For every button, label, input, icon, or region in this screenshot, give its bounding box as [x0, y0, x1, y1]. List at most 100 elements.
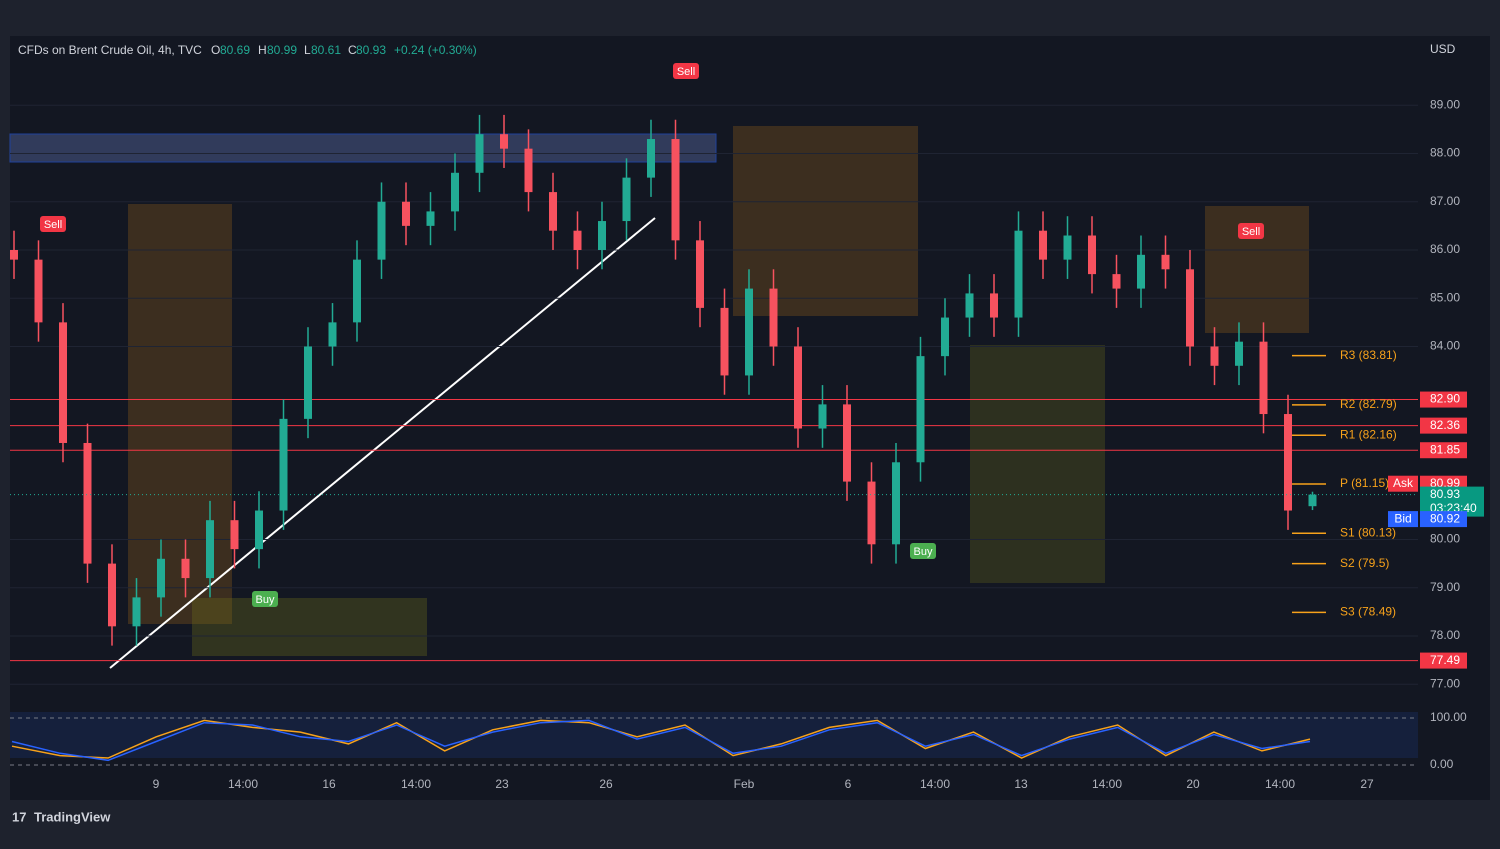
candle-body: [132, 597, 141, 627]
candle-body: [377, 201, 386, 260]
x-tick-label: 16: [322, 777, 336, 791]
signal-label: Sell: [677, 66, 695, 78]
brand-logo: 17: [12, 809, 26, 824]
candle-body: [598, 221, 606, 250]
x-tick-label: 23: [495, 777, 509, 791]
signal: Sell: [40, 216, 66, 232]
pivot-label: R3 (83.81): [1340, 348, 1397, 362]
candle-body: [1259, 341, 1268, 415]
candle-body: [745, 288, 753, 376]
ohlc-val: 80.93: [356, 43, 386, 57]
candle-body: [1161, 254, 1170, 270]
quote-name-box: [1388, 475, 1418, 492]
supply-zone: [9, 133, 717, 163]
pivot-label: P (81.15): [1340, 476, 1389, 490]
candle-body: [622, 177, 631, 222]
last-label: 80.93: [1430, 487, 1460, 501]
signal-label: Buy: [256, 594, 275, 606]
candle-body: [1210, 346, 1219, 366]
trend-line: [109, 217, 656, 669]
candle-body: [1088, 235, 1096, 275]
candle-body: [230, 520, 239, 550]
price-tag: [1420, 652, 1467, 669]
symbol: CFDs on Brent Crude Oil, 4h, TVC: [18, 43, 202, 57]
candle-body: [843, 404, 851, 482]
price-tag-label: 77.49: [1430, 653, 1460, 667]
ohlc-key: C: [348, 43, 357, 57]
signal-label: Buy: [914, 546, 933, 558]
x-tick-label: 13: [1014, 777, 1028, 791]
candle-body: [279, 418, 288, 511]
signal-box: [673, 63, 699, 79]
x-tick-label: 14:00: [228, 777, 258, 791]
signal-box: [40, 216, 66, 232]
price-tag: [1420, 417, 1467, 434]
candle-body: [475, 134, 484, 173]
candle-body: [426, 211, 435, 226]
osc-tick-label: 0.00: [1430, 757, 1454, 771]
osc-tick-label: 100.00: [1430, 710, 1467, 724]
y-tick-label: 84.00: [1430, 339, 1460, 353]
candle-body: [965, 293, 974, 318]
plot-area: [10, 36, 1490, 800]
signal: Buy: [252, 591, 278, 607]
ohlc-key: H: [258, 43, 267, 57]
price-tag-label: 82.90: [1430, 392, 1460, 406]
candle-body: [990, 293, 998, 318]
x-tick-label: 14:00: [1092, 777, 1122, 791]
candle-body: [671, 139, 680, 241]
ohlc-key: L: [304, 43, 311, 57]
candle-body: [769, 288, 778, 347]
candle-body: [157, 558, 165, 598]
zone-box: [733, 126, 918, 316]
pivot-label: S1 (80.13): [1340, 525, 1396, 539]
ohlc-val: 80.69: [220, 43, 250, 57]
osc-line: [11, 719, 1311, 762]
y-tick-label: 89.00: [1430, 97, 1460, 111]
change: +0.24 (+0.30%): [394, 43, 477, 57]
currency: USD: [1430, 42, 1456, 56]
quote-name: Ask: [1393, 476, 1414, 490]
pivot-label: R1 (82.16): [1340, 427, 1397, 441]
y-tick-label: 88.00: [1430, 146, 1460, 160]
x-tick-label: 6: [845, 777, 852, 791]
price-tag-label: 81.85: [1430, 442, 1460, 456]
candle-body: [892, 462, 900, 545]
x-tick-label: 14:00: [920, 777, 950, 791]
candle-body: [867, 481, 876, 545]
candle-body: [696, 240, 704, 308]
candle-body: [524, 148, 533, 193]
candle-body: [59, 322, 67, 443]
candle-body: [10, 249, 18, 260]
y-tick-label: 80.00: [1430, 532, 1460, 546]
candle-body: [402, 201, 410, 226]
pivot-label: S2 (79.5): [1340, 556, 1389, 570]
candle-body: [108, 563, 116, 627]
x-tick-label: 9: [153, 777, 160, 791]
x-tick-label: 14:00: [401, 777, 431, 791]
candle-body: [1308, 494, 1317, 507]
candle-body: [1137, 254, 1145, 289]
signal-box: [252, 591, 278, 607]
ohlc-val: 80.99: [267, 43, 297, 57]
signal: Sell: [673, 63, 699, 79]
signal-box: [910, 543, 936, 559]
zone-box: [970, 345, 1105, 583]
candle-body: [1014, 230, 1023, 318]
candle-body: [83, 442, 92, 564]
candle-body: [34, 259, 43, 323]
y-tick-label: 87.00: [1430, 194, 1460, 208]
x-tick-label: 14:00: [1265, 777, 1295, 791]
x-tick-label: Feb: [734, 777, 755, 791]
candle-body: [1063, 235, 1072, 260]
zone-box: [192, 598, 427, 656]
signal: Buy: [910, 543, 936, 559]
brand: TradingView: [34, 809, 111, 824]
candle-body: [353, 259, 361, 323]
candle-body: [818, 404, 827, 429]
ohlc-key: O: [211, 43, 220, 57]
ohlc-val: 80.61: [311, 43, 341, 57]
signal-box: [1238, 223, 1264, 239]
x-tick-label: 27: [1360, 777, 1374, 791]
